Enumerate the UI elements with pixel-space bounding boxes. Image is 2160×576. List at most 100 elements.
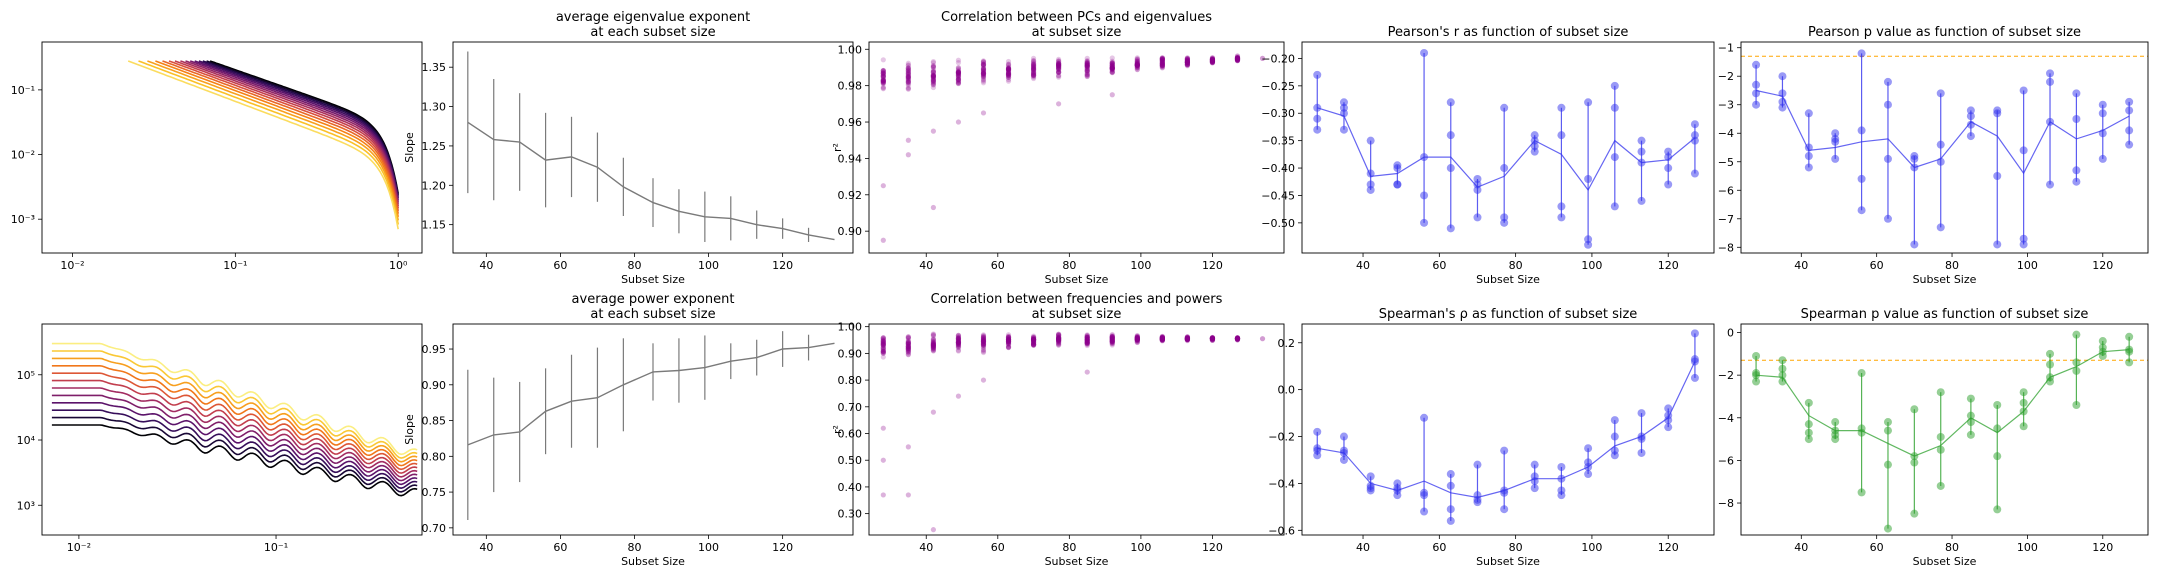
scatter-point: [1134, 56, 1140, 62]
data-point: [1664, 180, 1673, 189]
y-axis-label: Slope: [403, 132, 416, 163]
scatter-point: [1159, 335, 1165, 342]
scatter-point: [880, 342, 886, 348]
scatter-point: [1056, 333, 1062, 339]
y-tick-label: 0.0: [1278, 384, 1296, 397]
data-point: [2019, 388, 2028, 397]
data-point: [1500, 103, 1509, 112]
scatter-point: [1184, 61, 1191, 67]
scatter-point: [905, 343, 911, 350]
data-point: [1752, 80, 1761, 89]
scatter-point: [1084, 339, 1090, 346]
x-tick-label: 80: [1062, 259, 1076, 272]
x-tick-label: 40: [1356, 259, 1370, 272]
scatter-point: [1159, 60, 1165, 66]
scatter-point: [1159, 334, 1165, 340]
scatter-point: [1184, 62, 1191, 68]
scatter-point: [1159, 334, 1165, 340]
scatter-point: [1056, 63, 1062, 69]
scatter-point: [1030, 338, 1037, 344]
scatter-point: [880, 78, 886, 84]
scatter-point: [955, 333, 962, 339]
scatter-point: [1209, 57, 1216, 63]
scatter-point: [955, 65, 962, 71]
scatter-point: [1030, 72, 1037, 78]
scatter-point: [1159, 60, 1165, 66]
scatter-point: [980, 344, 987, 350]
scatter-point: [1159, 338, 1165, 344]
scatter-point: [980, 66, 987, 72]
scatter-point: [1234, 336, 1241, 342]
x-tick-label: 10⁻¹: [264, 541, 288, 554]
scatter-point: [1084, 338, 1090, 344]
y-tick-label: 0.50: [838, 454, 863, 467]
scatter-point: [1209, 336, 1216, 342]
scatter-point: [955, 76, 962, 83]
scatter-point: [1005, 67, 1012, 73]
scatter-point: [980, 339, 987, 345]
scatter-point: [1109, 60, 1115, 66]
x-tick-label: 60: [991, 541, 1005, 554]
scatter-point: [1159, 58, 1165, 64]
scatter-point: [1184, 63, 1191, 69]
scatter-point: [1184, 56, 1191, 62]
y-tick-label: 0.90: [838, 225, 863, 238]
scatter-point: [905, 75, 911, 81]
scatter-point: [1056, 336, 1062, 342]
scatter-point: [1084, 342, 1090, 349]
scatter-point: [905, 69, 911, 75]
scatter-point: [1109, 69, 1115, 75]
scatter-point: [1159, 334, 1165, 341]
y-tick-label: −2: [1718, 369, 1734, 382]
scatter-point: [880, 78, 886, 84]
scatter-point: [905, 340, 911, 346]
scatter-point: [905, 347, 911, 353]
data-point: [2072, 177, 2081, 186]
scatter-point: [1234, 55, 1241, 62]
scatter-point: [930, 74, 936, 80]
scatter-point: [1005, 337, 1012, 343]
scatter-point: [1056, 61, 1062, 67]
spectrum-line: [51, 387, 418, 478]
scatter-point: [1234, 57, 1241, 63]
scatter-point: [1159, 59, 1165, 66]
scatter-point: [1184, 335, 1191, 341]
scatter-point: [1234, 335, 1241, 341]
data-point: [2098, 100, 2107, 109]
data-point: [2125, 126, 2134, 135]
scatter-point: [905, 343, 911, 349]
scatter-point: [1134, 338, 1140, 344]
scatter-point: [980, 66, 987, 72]
data-point: [1584, 470, 1593, 479]
chart-title: at subset size: [1032, 307, 1122, 322]
scatter-point: [930, 346, 936, 352]
scatter-point: [905, 343, 911, 349]
scatter-point: [905, 60, 911, 66]
scatter-point: [1184, 336, 1191, 342]
scatter-point: [880, 339, 886, 345]
scatter-point: [1109, 61, 1115, 67]
scatter-point: [1134, 336, 1140, 343]
scatter-point: [880, 57, 886, 63]
scatter-point: [1084, 340, 1090, 346]
scatter-point: [1109, 337, 1115, 343]
scatter-point: [1159, 337, 1165, 343]
scatter-point: [905, 346, 911, 352]
y-tick-label: 0.30: [838, 508, 863, 521]
scatter-point: [1209, 335, 1216, 341]
scatter-point: [905, 335, 911, 341]
scatter-point: [1209, 337, 1216, 343]
data-point: [1752, 100, 1761, 109]
y-tick-label: 0.60: [838, 428, 863, 441]
scatter-point: [1005, 340, 1012, 346]
scatter-point: [1056, 337, 1062, 344]
scatter-point: [1134, 339, 1140, 346]
scatter-point: [1084, 64, 1090, 70]
scatter-point: [1159, 58, 1165, 64]
spectrum-line: [127, 60, 399, 230]
scatter-point: [1209, 335, 1216, 342]
scatter-point: [1084, 341, 1090, 347]
scatter-point: [1159, 335, 1165, 341]
data-point: [1420, 507, 1429, 516]
data-point: [2019, 146, 2028, 155]
